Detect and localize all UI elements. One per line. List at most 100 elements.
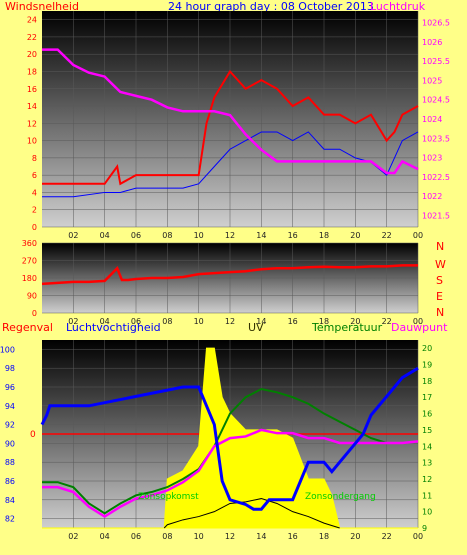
x-tick-label: 20	[350, 532, 360, 541]
x-tick-label: 16	[288, 317, 298, 326]
y-tick-label-right: 10	[422, 508, 432, 517]
rain-value-label: 0	[30, 430, 36, 440]
x-tick-label: 20	[350, 231, 360, 240]
y-tick-label-left: 18	[27, 67, 37, 76]
y-tick-label-left: 90	[27, 292, 37, 301]
x-tick-label: 08	[162, 532, 172, 541]
y-tick-label-left: 270	[22, 257, 37, 266]
series-windsnelheid	[42, 69, 419, 186]
y-tick-label-right: 1026	[422, 38, 442, 47]
series-gemiddelde-windsnelheid	[42, 131, 419, 198]
x-tick-label: 10	[194, 317, 204, 326]
humidity-label: Luchtvochtigheid	[66, 321, 161, 334]
rain-label: Regenval	[2, 321, 53, 334]
y-tick-label-left: 92	[5, 421, 15, 430]
x-tick-label: 10	[194, 532, 204, 541]
sunset-label: Zonsondergang	[305, 492, 376, 502]
y-tick-label-left: 10	[27, 137, 37, 146]
x-tick-label: 18	[319, 317, 329, 326]
y-tick-label-left: 180	[22, 274, 37, 283]
y-tick-label-left: 20	[27, 50, 37, 59]
y-tick-label-right: 1026.5	[422, 19, 450, 28]
y-tick-label-right: 9	[422, 524, 427, 533]
temperature-label: Temperatuur	[311, 321, 383, 334]
wind-direction-axis: 0 90 180 270 360	[22, 239, 37, 318]
x-tick-label: 04	[100, 532, 110, 541]
x-tick-label: 10	[194, 231, 204, 240]
series-luchtvochtigheid	[40, 366, 419, 511]
y-tick-label-right: 1023.5	[422, 134, 450, 143]
y-tick-label-left: 8	[32, 154, 37, 163]
y-tick-label-right: 12	[422, 475, 432, 484]
y-tick-label-right: 20	[422, 344, 432, 353]
dewpoint-label: Dauwpunt	[391, 321, 448, 334]
x-tick-label: 04	[100, 231, 110, 240]
x-tick-label: 02	[68, 532, 78, 541]
y-tick-label-right: 1021.5	[422, 211, 450, 220]
x-tick-label: 18	[319, 231, 329, 240]
compass-label-s: S	[436, 274, 443, 287]
y-tick-label-right: 1022.5	[422, 173, 450, 182]
wind-pressure-series	[42, 48, 419, 198]
y-tick-label-left: 2	[32, 206, 37, 215]
series-temperatuur	[42, 387, 419, 515]
series-zonnestraling	[163, 498, 340, 529]
y-tick-label-left: 90	[5, 439, 15, 448]
x-tick-label: 22	[382, 317, 392, 326]
x-tick-label: 14	[256, 317, 266, 326]
x-tick-label: 02	[68, 317, 78, 326]
y-tick-label-right: 17	[422, 393, 432, 402]
y-tick-label-left: 24	[27, 16, 37, 25]
y-tick-label-right: 1024.5	[422, 96, 450, 105]
y-tick-label-left: 0	[32, 309, 37, 318]
y-tick-label-right: 1024	[422, 115, 442, 124]
y-tick-label-left: 96	[5, 383, 15, 392]
page-title: 24 hour graph day : 08 October 2013	[168, 0, 374, 13]
pressure-axis: 1021.5 1022 1022.5 1023 1023.5 1024 1024.5 1025…	[422, 19, 450, 221]
wind-pressure-grid	[42, 11, 419, 228]
y-tick-label-left: 100	[0, 345, 15, 354]
x-tick-label: 22	[382, 532, 392, 541]
y-tick-label-left: 82	[5, 515, 15, 524]
x-tick-label: 00	[413, 231, 423, 240]
series-luchtdruk	[42, 48, 419, 175]
x-tick-label: 06	[131, 231, 141, 240]
time-axis-middle: 02 04 06 08 10 12 14 16 18 20 22 00	[68, 317, 423, 326]
y-tick-label-right: 14	[422, 442, 432, 451]
climate-series	[40, 347, 419, 529]
y-tick-label-left: 86	[5, 477, 15, 486]
y-tick-label-left: 16	[27, 85, 37, 94]
x-tick-label: 22	[382, 231, 392, 240]
y-tick-label-right: 19	[422, 361, 432, 370]
time-axis-bottom: 02 04 06 08 10 12 14 16 18 20 22 00	[68, 532, 423, 541]
y-tick-label-right: 16	[422, 410, 432, 419]
compass-label-n-bottom: N	[436, 306, 444, 319]
compass-label-e: E	[436, 290, 443, 303]
x-tick-label: 00	[413, 532, 423, 541]
wind-speed-label: Windsnelheid	[5, 0, 79, 13]
humidity-axis: 82 84 86 88 90 92 94 96 98 100	[0, 345, 15, 523]
x-tick-label: 18	[319, 532, 329, 541]
x-tick-label: 00	[413, 317, 423, 326]
x-tick-label: 12	[225, 231, 235, 240]
x-tick-label: 14	[256, 231, 266, 240]
x-tick-label: 08	[162, 231, 172, 240]
y-tick-label-left: 0	[32, 223, 37, 232]
y-tick-label-right: 15	[422, 426, 432, 435]
y-tick-label-right: 1025.5	[422, 57, 450, 66]
x-tick-label: 20	[350, 317, 360, 326]
y-tick-label-left: 14	[27, 102, 37, 111]
x-tick-label: 04	[100, 317, 110, 326]
pressure-label: Luchtdruk	[370, 0, 426, 13]
y-tick-label-left: 4	[32, 188, 37, 197]
series-windrichting	[41, 264, 418, 286]
y-tick-label-right: 1023	[422, 154, 442, 163]
y-tick-label-left: 12	[27, 119, 37, 128]
wind-direction-series	[41, 264, 418, 286]
y-tick-label-left: 94	[5, 402, 15, 411]
x-tick-label: 02	[68, 231, 78, 240]
y-tick-label-left: 84	[5, 496, 15, 505]
y-tick-label-right: 11	[422, 491, 432, 500]
